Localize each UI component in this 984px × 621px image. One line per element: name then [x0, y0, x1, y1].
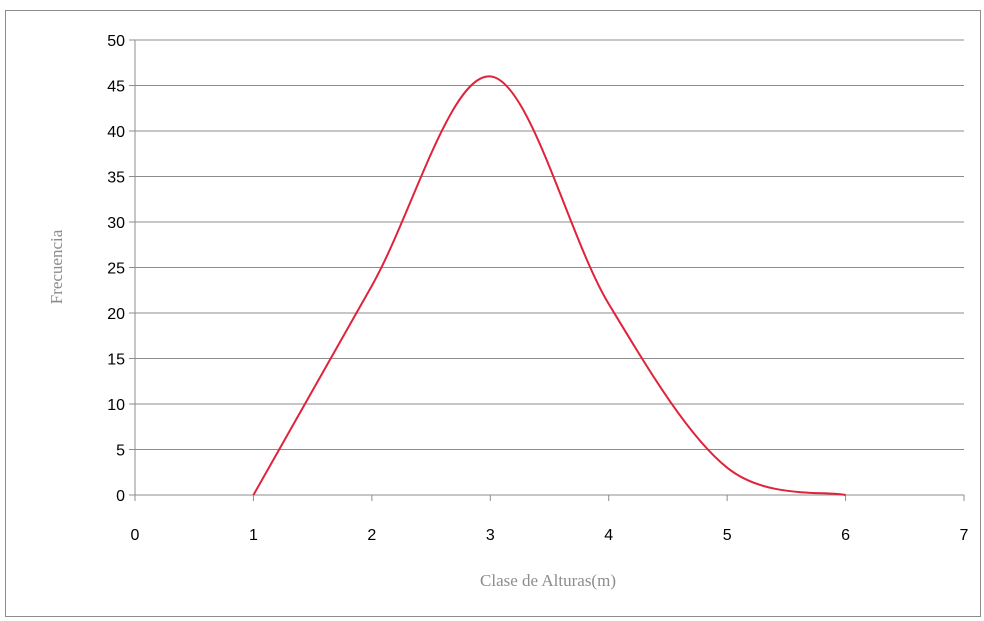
y-tick-label: 50 — [107, 33, 125, 50]
y-tick-label: 35 — [107, 170, 125, 187]
x-tick-label: 5 — [723, 527, 732, 544]
y-tick-label: 20 — [107, 306, 125, 323]
x-axis-title: Clase de Alturas(m) — [480, 571, 616, 590]
x-tick-label: 1 — [249, 527, 258, 544]
y-tick-label: 15 — [107, 352, 125, 369]
x-tick-label: 0 — [131, 527, 140, 544]
axes — [129, 39, 965, 501]
grid-lines — [135, 39, 964, 450]
y-tick-label: 0 — [116, 488, 125, 505]
x-tick-label: 2 — [367, 527, 376, 544]
y-tick-label: 25 — [107, 261, 125, 278]
x-tick-label: 3 — [486, 527, 495, 544]
y-tick-label: 10 — [107, 397, 125, 414]
y-tick-labels: 0 5 10 15 20 25 30 35 40 45 50 — [107, 33, 125, 505]
y-tick-label: 5 — [116, 443, 125, 460]
x-tick-label: 7 — [960, 527, 969, 544]
y-axis-title: Frecuencia — [47, 229, 66, 304]
x-tick-labels: 0 1 2 3 4 5 6 7 — [131, 527, 969, 544]
y-tick-label: 30 — [107, 215, 125, 232]
x-tick-label: 6 — [841, 527, 850, 544]
series-line — [252, 75, 846, 496]
series-group — [252, 75, 846, 496]
y-tick-label: 40 — [107, 124, 125, 141]
x-tick-label: 4 — [604, 527, 613, 544]
y-tick-label: 45 — [107, 79, 125, 96]
